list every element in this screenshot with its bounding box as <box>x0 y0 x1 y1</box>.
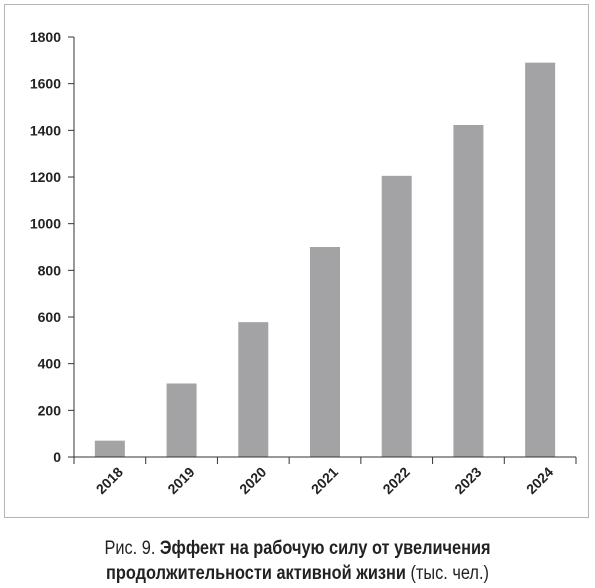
y-tick-label: 400 <box>38 356 62 372</box>
x-tick-label: 2024 <box>523 464 556 497</box>
x-tick-label: 2021 <box>308 464 341 497</box>
bar-2020 <box>238 322 269 457</box>
y-tick-label: 1600 <box>30 76 61 92</box>
bar-2023 <box>453 124 484 457</box>
bar-2024 <box>525 62 556 458</box>
x-tick-label: 2023 <box>451 464 484 497</box>
bar-2021 <box>310 247 340 457</box>
caption-title-part-2: продолжительности активной жизни <box>106 563 406 584</box>
x-tick-label: 2018 <box>93 464 126 497</box>
bar-2019 <box>166 383 197 457</box>
y-tick-label: 1800 <box>30 29 61 45</box>
figure-caption: Рис. 9. Эффект на рабочую силу от увелич… <box>42 536 554 586</box>
y-tick-label: 0 <box>53 449 61 465</box>
chart-frame <box>4 4 589 518</box>
x-tick-label: 2022 <box>379 464 412 497</box>
caption-line-2: продолжительности активной жизни (тыс. ч… <box>42 561 554 586</box>
caption-units: (тыс. чел.) <box>410 563 489 584</box>
x-axis-ticks: 2018 2019 2020 2021 2022 2023 2024 <box>73 457 577 497</box>
y-tick-label: 600 <box>38 309 62 325</box>
caption-line-1: Рис. 9. Эффект на рабочую силу от увелич… <box>42 536 554 561</box>
y-tick-label: 200 <box>38 402 62 418</box>
y-tick-label: 1200 <box>30 169 61 185</box>
y-tick-label: 800 <box>38 262 62 278</box>
bar-2022 <box>381 175 412 458</box>
caption-figure-number: Рис. 9. <box>104 538 156 559</box>
x-tick-label: 2019 <box>164 464 197 497</box>
x-tick-label: 2020 <box>236 464 269 497</box>
y-axis-ticks: 0 200 400 600 800 1000 1200 1400 1600 1800 <box>30 29 74 465</box>
y-tick-label: 1400 <box>30 122 61 138</box>
bar-2018 <box>94 440 125 457</box>
y-tick-label: 1000 <box>30 216 61 232</box>
caption-title-part-1: Эффект на рабочую силу от увеличения <box>159 538 491 559</box>
bar-series <box>94 62 556 458</box>
